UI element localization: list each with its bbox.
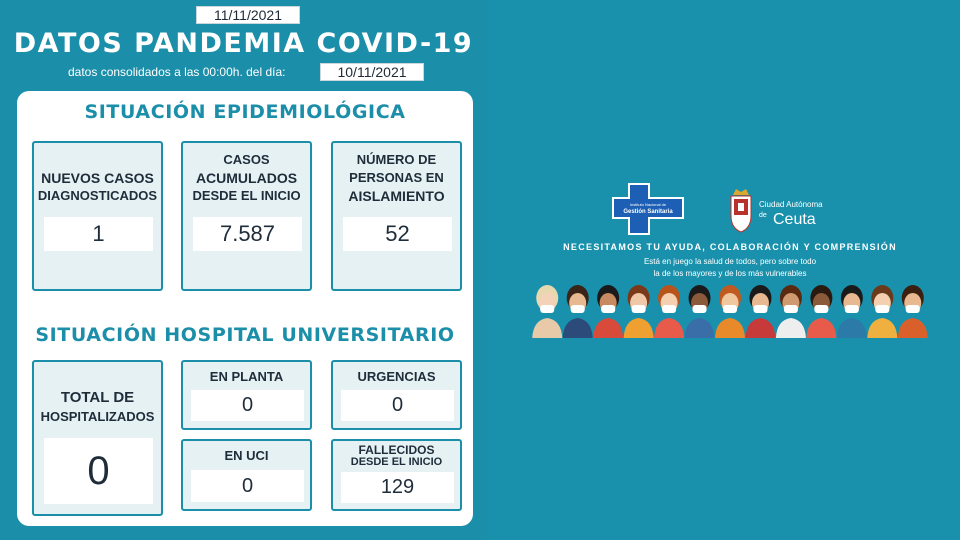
- gestion-small-text: Instituto Nacional de: [630, 202, 667, 207]
- person-12: [867, 285, 898, 338]
- face-mask-icon: [601, 305, 616, 313]
- ward-label: EN PLANTA: [209, 369, 284, 384]
- icu-box: EN UCI 0: [181, 439, 312, 511]
- face-mask-icon: [814, 305, 829, 313]
- face-mask-icon: [753, 305, 768, 313]
- new-cases-label-2: DIAGNOSTICADOS: [37, 188, 158, 203]
- new-cases-value: 1: [44, 217, 153, 251]
- campaign-line-3: la de los mayores y de los más vulnerabl…: [653, 269, 807, 278]
- face-mask-icon: [723, 305, 737, 313]
- face-mask-icon: [692, 305, 707, 313]
- hospital-section-title: SITUACIÓN HOSPITAL UNIVERSITARIO: [35, 324, 455, 346]
- emergency-value: 0: [341, 390, 454, 421]
- person-11: [836, 285, 867, 338]
- person-2: [562, 285, 593, 338]
- new-cases-label-1: NUEVOS CASOS: [41, 170, 154, 186]
- total-hospitalized-value: 0: [44, 438, 153, 504]
- face-mask-icon: [875, 305, 890, 313]
- total-hospitalized-label-1: TOTAL DE: [60, 389, 135, 406]
- person-4: [623, 285, 654, 338]
- isolation-value: 52: [343, 217, 452, 251]
- ward-box: EN PLANTA 0: [181, 360, 312, 430]
- face-mask-icon: [631, 305, 646, 313]
- deceased-label-2: DESDE EL INICIO: [350, 456, 443, 468]
- subtitle: datos consolidados a las 00:00h. del día…: [68, 65, 286, 79]
- person-5: [654, 285, 685, 338]
- isolation-label-1: NÚMERO DE: [356, 152, 437, 167]
- face-mask-icon: [570, 305, 585, 313]
- isolation-label-2: PERSONAS EN: [349, 170, 444, 185]
- campaign-line-2: Está en juego la salud de todos, pero so…: [643, 257, 817, 266]
- person-13: [897, 285, 928, 338]
- epidemiological-section-title: SITUACIÓN EPIDEMIOLÓGICA: [84, 101, 406, 123]
- emergency-box: URGENCIAS 0: [331, 360, 462, 430]
- person-10: [806, 285, 837, 338]
- total-hospitalized-label-2: HOSPITALIZADOS: [40, 409, 155, 424]
- ceuta-line1: Ciudad Autónoma: [759, 200, 823, 209]
- isolation-box: NÚMERO DE PERSONAS EN AISLAMIENTO 52: [331, 141, 462, 291]
- gestion-sanitaria-logo: Instituto Nacional de Gestión Sanitaria: [612, 183, 684, 235]
- accumulated-label-1: CASOS: [223, 152, 270, 167]
- gestion-text: Gestión Sanitaria: [623, 209, 673, 215]
- ceuta-name: Ceuta: [773, 211, 816, 228]
- campaign-headline: NECESITAMOS TU AYUDA, COLABORACIÓN Y COM…: [563, 242, 897, 252]
- person-8: [745, 285, 776, 338]
- new-cases-box: NUEVOS CASOS DIAGNOSTICADOS 1: [32, 141, 163, 291]
- campaign-panel: [487, 0, 960, 540]
- person-1: [532, 285, 563, 338]
- deceased-value: 129: [341, 472, 454, 503]
- masked-people-illustration: [532, 285, 928, 338]
- report-date: 11/11/2021: [196, 6, 300, 24]
- ceuta-line2: de: [759, 212, 767, 219]
- crown-icon: [733, 189, 749, 195]
- ward-value: 0: [191, 390, 304, 421]
- person-6: [684, 285, 715, 338]
- icu-value: 0: [191, 470, 304, 502]
- face-mask-icon: [844, 305, 859, 313]
- face-mask-icon: [662, 305, 677, 313]
- deceased-label-1: FALLECIDOS: [358, 443, 435, 457]
- page-title: DATOS PANDEMIA COVID-19: [13, 28, 474, 59]
- accumulated-label-2: ACUMULADOS: [195, 170, 298, 186]
- total-hospitalized-box: TOTAL DE HOSPITALIZADOS 0: [32, 360, 163, 516]
- statistics-card: SITUACIÓN EPIDEMIOLÓGICA NUEVOS CASOS DI…: [17, 91, 473, 526]
- accumulated-value: 7.587: [193, 217, 302, 251]
- data-date: 10/11/2021: [320, 63, 424, 81]
- emergency-label: URGENCIAS: [357, 369, 436, 384]
- person-7: [715, 285, 745, 338]
- person-3: [593, 285, 624, 338]
- face-mask-icon: [783, 305, 798, 313]
- icu-label: EN UCI: [224, 448, 269, 463]
- isolation-label-3: AISLAMIENTO: [348, 188, 445, 204]
- accumulated-label-3: DESDE EL INICIO: [192, 188, 301, 203]
- ceuta-logo: Ciudad Autónoma de Ceuta: [730, 189, 823, 233]
- face-mask-icon: [905, 305, 920, 313]
- face-mask-icon: [540, 305, 555, 313]
- deceased-box: FALLECIDOS DESDE EL INICIO 129: [331, 439, 462, 511]
- infographic-panel: 11/11/2021 DATOS PANDEMIA COVID-19 datos…: [13, 6, 474, 526]
- person-9: [775, 285, 806, 338]
- accumulated-cases-box: CASOS ACUMULADOS DESDE EL INICIO 7.587: [181, 141, 312, 291]
